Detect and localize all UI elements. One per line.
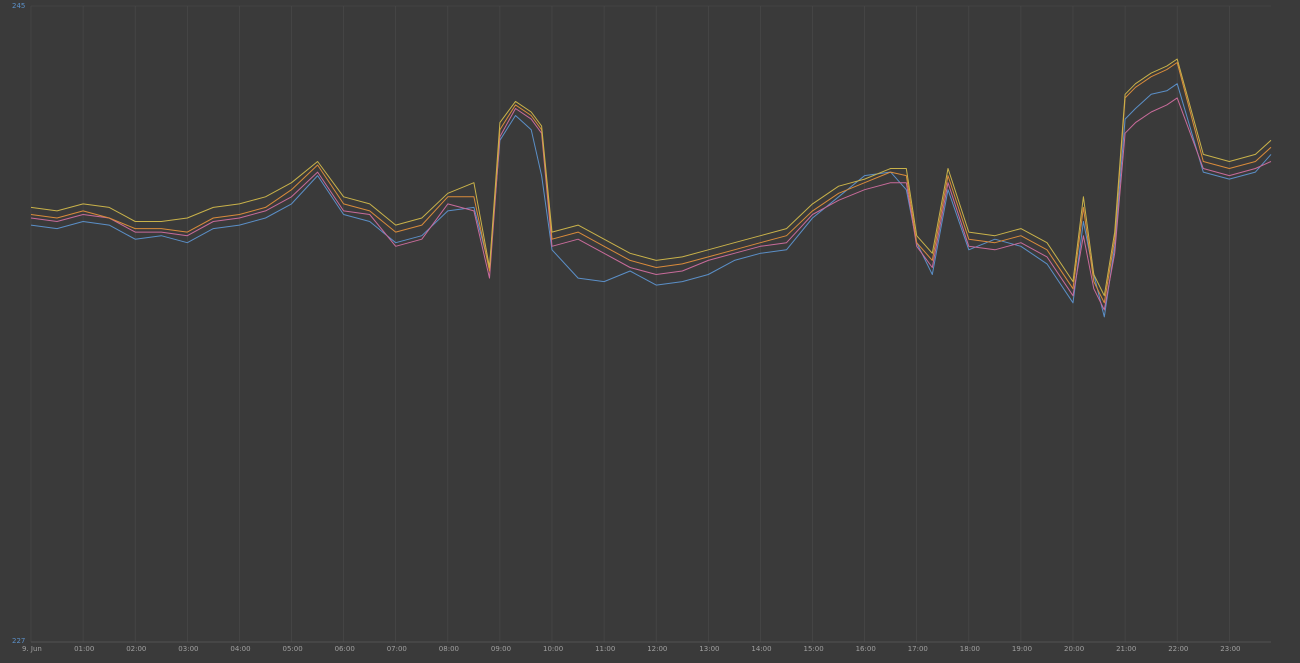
x-tick-label: 05:00 [283,645,303,653]
x-tick-label: 10:00 [543,645,563,653]
x-tick-label: 01:00 [74,645,94,653]
x-tick-label: 12:00 [647,645,667,653]
x-tick-label: 16:00 [856,645,876,653]
y-tick-label-max: 245 [12,2,25,10]
x-tick-label: 21:00 [1116,645,1136,653]
x-tick-label: 23:00 [1220,645,1240,653]
x-tick-label: 13:00 [699,645,719,653]
y-tick-label-min: 227 [12,637,25,645]
x-tick-label: 18:00 [960,645,980,653]
chart-grid [30,5,1271,642]
y-tick-labels: 245 227 [12,2,25,645]
x-tick-label: 09:00 [491,645,511,653]
x-tick-label: 02:00 [126,645,146,653]
series-line-4 [30,58,1272,297]
x-tick-label: 04:00 [230,645,250,653]
series-line-3 [30,62,1272,304]
x-tick-labels: 9. Jun 01:00 02:00 03:00 04:00 05:00 06:00 07:0… [22,645,1240,653]
series-line-1 [30,83,1272,318]
x-tick-label: 07:00 [387,645,407,653]
x-tick-label: 15:00 [804,645,824,653]
x-tick-label: 17:00 [908,645,928,653]
x-tick-label: 20:00 [1064,645,1084,653]
x-tick-label: 08:00 [439,645,459,653]
x-tick-label: 14:00 [751,645,771,653]
series-line-2 [30,97,1272,311]
x-tick-label: 03:00 [178,645,198,653]
x-tick-label: 06:00 [335,645,355,653]
x-tick-label: 11:00 [595,645,615,653]
chart-series [30,58,1272,318]
x-tick-label: 9. Jun [22,645,42,653]
x-tick-label: 19:00 [1012,645,1032,653]
x-tick-label: 22:00 [1168,645,1188,653]
